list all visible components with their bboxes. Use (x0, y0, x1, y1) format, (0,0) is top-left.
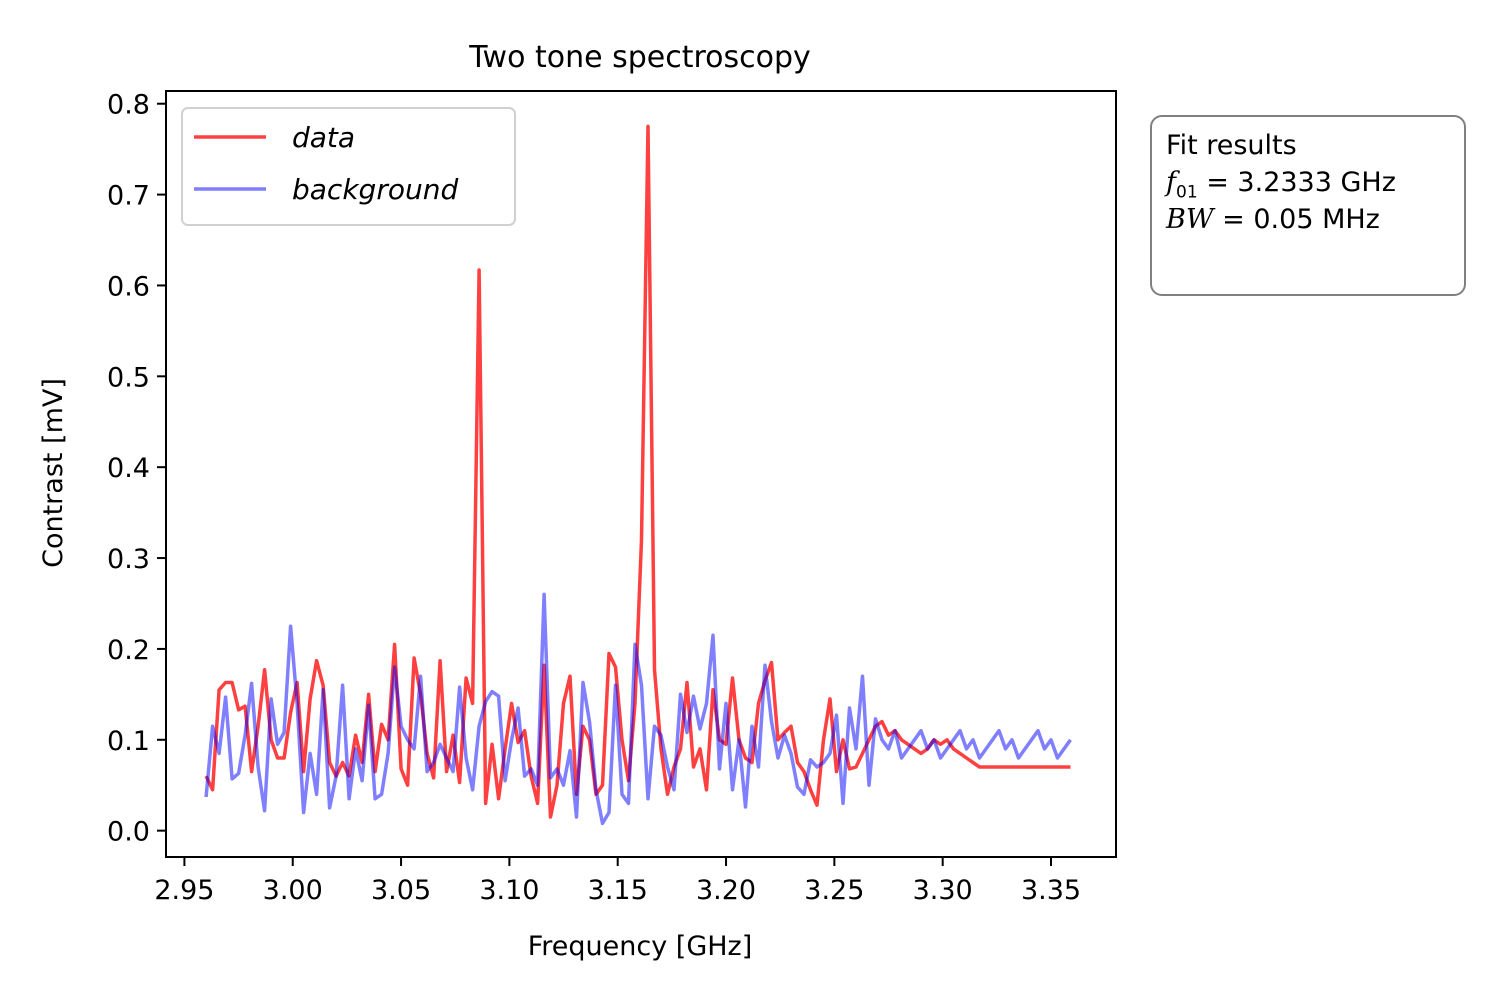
f01-value: = 3.2333 GHz (1197, 167, 1396, 198)
bw-symbol: BW (1166, 204, 1214, 235)
chart-title: Two tone spectroscopy (468, 40, 811, 75)
x-tick-label: 3.20 (696, 875, 756, 906)
x-tick-label: 2.95 (154, 875, 214, 906)
y-tick-label: 0.8 (107, 90, 150, 121)
y-tick-label: 0.5 (107, 362, 150, 393)
y-tick-label: 0.4 (107, 453, 150, 484)
x-axis-label: Frequency [GHz] (528, 931, 753, 962)
series-line-data (204, 124, 1071, 819)
fit-results-heading: Fit results (1166, 130, 1297, 161)
legend-label-background: background (292, 173, 458, 206)
x-tick-label: 3.10 (479, 875, 539, 906)
legend: data background (181, 107, 516, 226)
y-axis-label: Contrast [mV] (38, 378, 69, 568)
y-tick-label: 0.1 (107, 726, 150, 757)
x-tick-label: 3.35 (1021, 875, 1081, 906)
y-tick-label: 0.0 (107, 817, 150, 848)
legend-label-data: data (292, 121, 355, 154)
f01-subscript: 01 (1176, 182, 1198, 203)
series-line-background (204, 592, 1072, 826)
fit-f01-line: f01 = 3.2333 GHz (1166, 164, 1464, 201)
fit-bw-line: BW = 0.05 MHz (1166, 201, 1464, 238)
fit-results-box: Fit results f01 = 3.2333 GHz BW = 0.05 M… (1150, 115, 1466, 296)
f01-symbol: f (1166, 167, 1176, 198)
x-tick-label: 3.15 (588, 875, 648, 906)
x-tick-label: 3.30 (913, 875, 973, 906)
y-tick-label: 0.7 (107, 181, 150, 212)
x-tick-label: 3.25 (804, 875, 864, 906)
y-tick-label: 0.2 (107, 635, 150, 666)
y-tick-label: 0.6 (107, 271, 150, 302)
bw-value: = 0.05 MHz (1213, 204, 1380, 235)
x-tick-label: 3.00 (263, 875, 323, 906)
y-tick-label: 0.3 (107, 544, 150, 575)
plot-frame (165, 90, 1117, 858)
x-tick-label: 3.05 (371, 875, 431, 906)
